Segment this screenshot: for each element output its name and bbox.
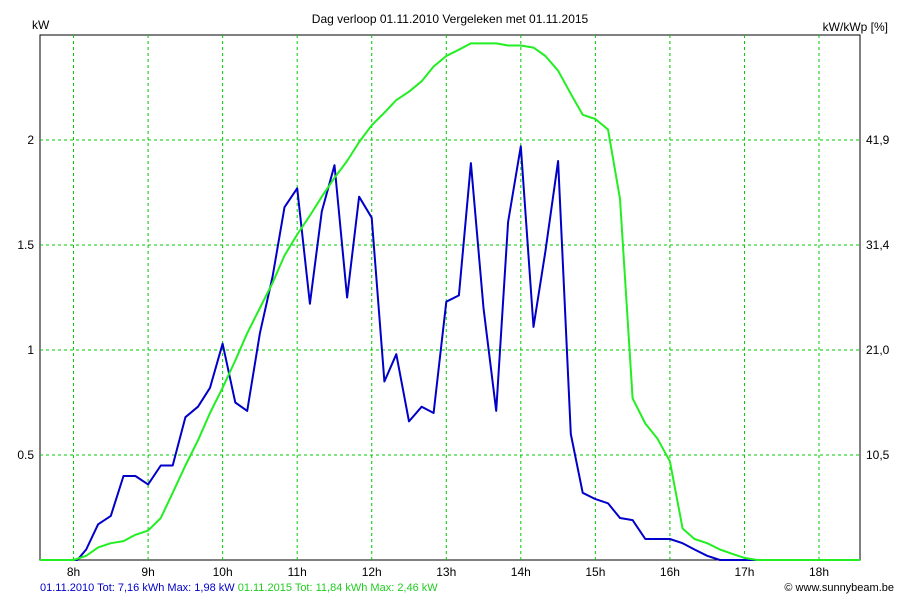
series-layer <box>40 42 860 561</box>
series-line-1 <box>40 42 860 561</box>
y2-tick-label: 41,9 <box>866 133 890 147</box>
y-tick-label: 0.5 <box>17 448 34 462</box>
legend: 01.11.2010 Tot: 7,16 kWh Max: 1,98 kW 01… <box>40 582 438 594</box>
y2-tick-label: 21,0 <box>866 343 890 357</box>
x-tick-label: 16h <box>660 565 680 579</box>
x-tick-label: 10h <box>213 565 233 579</box>
y2-tick-label: 31,4 <box>866 238 890 252</box>
y2-axis-label: kW/kWp [%] <box>822 20 888 34</box>
grid <box>40 35 860 560</box>
x-tick-label: 13h <box>436 565 456 579</box>
legend-series-2015: 01.11.2015 Tot: 11,84 kWh Max: 2,46 kW <box>237 582 438 594</box>
x-tick-label: 12h <box>362 565 382 579</box>
chart-title: Dag verloop 01.11.2010 Vergeleken met 01… <box>311 12 589 26</box>
plot-area <box>39 34 861 561</box>
series-line-0 <box>40 145 860 561</box>
x-tick-label: 17h <box>734 565 754 579</box>
x-tick-label: 11h <box>288 565 307 579</box>
y-tick-label: 1.5 <box>17 238 34 252</box>
y-axis-label: kW <box>32 18 50 32</box>
y-tick-label: 1 <box>27 343 34 357</box>
credit-text: © www.sunnybeam.be <box>784 582 894 594</box>
x-tick-label: 8h <box>67 565 80 579</box>
x-tick-label: 18h <box>809 565 829 579</box>
x-tick-label: 15h <box>585 565 605 579</box>
legend-series-2010: 01.11.2010 Tot: 7,16 kWh Max: 1,98 kW <box>40 582 235 594</box>
x-tick-label: 14h <box>511 565 531 579</box>
x-tick-label: 9h <box>141 565 154 579</box>
tick-labels: 8h 9h 10h 11h 12h 13h 14h 15h 16h 17h 18h 0.5 10,5 1 2… <box>17 133 889 579</box>
y-tick-label: 2 <box>27 133 34 147</box>
y2-tick-label: 10,5 <box>866 448 890 462</box>
